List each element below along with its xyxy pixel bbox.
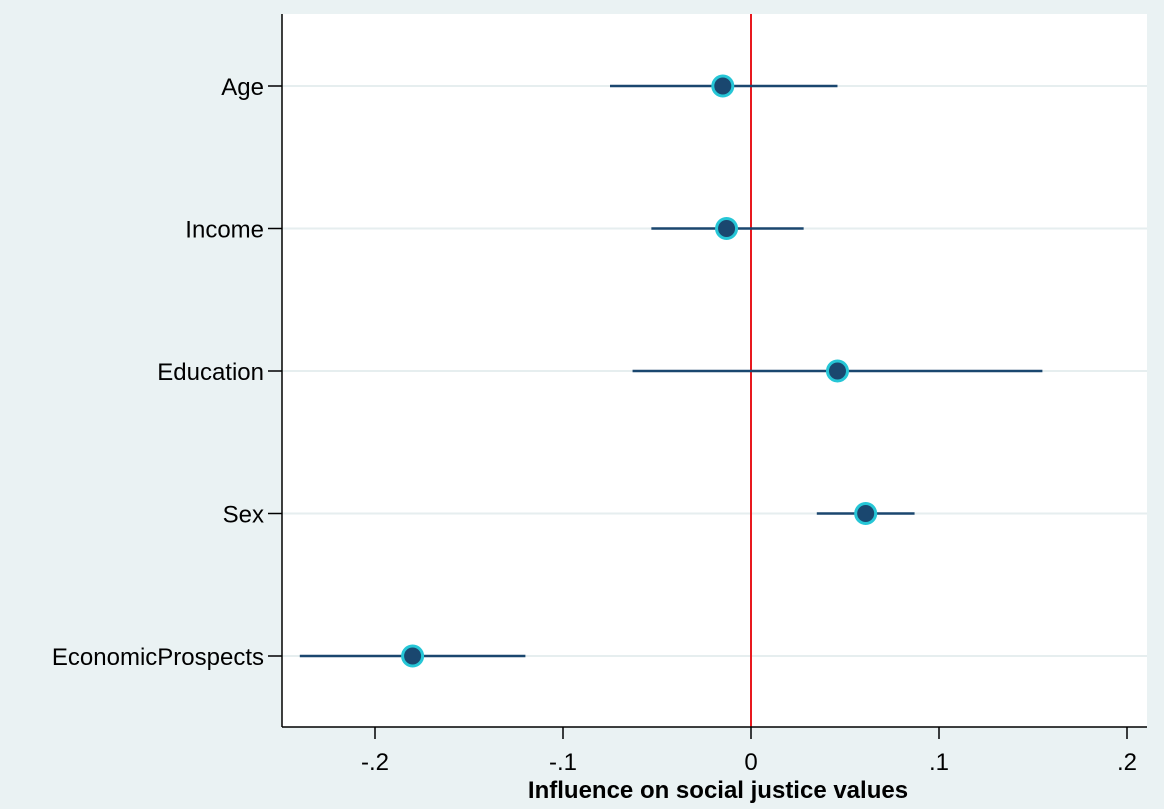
category-label: Sex [223,502,264,529]
x-tick-label: -.1 [549,749,577,776]
category-labels: Age Income Education Sex EconomicProspects [52,74,282,671]
x-tick-label: 0 [744,749,757,776]
estimate-marker [401,644,425,668]
x-ticks: -.2 -.1 0 .1 .2 [361,727,1137,776]
category-label: Income [185,217,264,244]
x-tick-label: .2 [1117,749,1137,776]
estimate-marker [715,217,739,240]
estimate-marker [711,74,735,98]
category-label: EconomicProspects [52,644,264,671]
x-tick-label: -.2 [361,749,389,776]
estimate-marker [825,359,849,383]
category-label: Education [157,359,264,386]
estimate-marker [854,502,878,525]
x-axis-title: Influence on social justice values [528,777,908,804]
point-estimates [401,74,878,668]
x-tick-label: .1 [929,749,949,776]
category-label: Age [221,74,264,101]
